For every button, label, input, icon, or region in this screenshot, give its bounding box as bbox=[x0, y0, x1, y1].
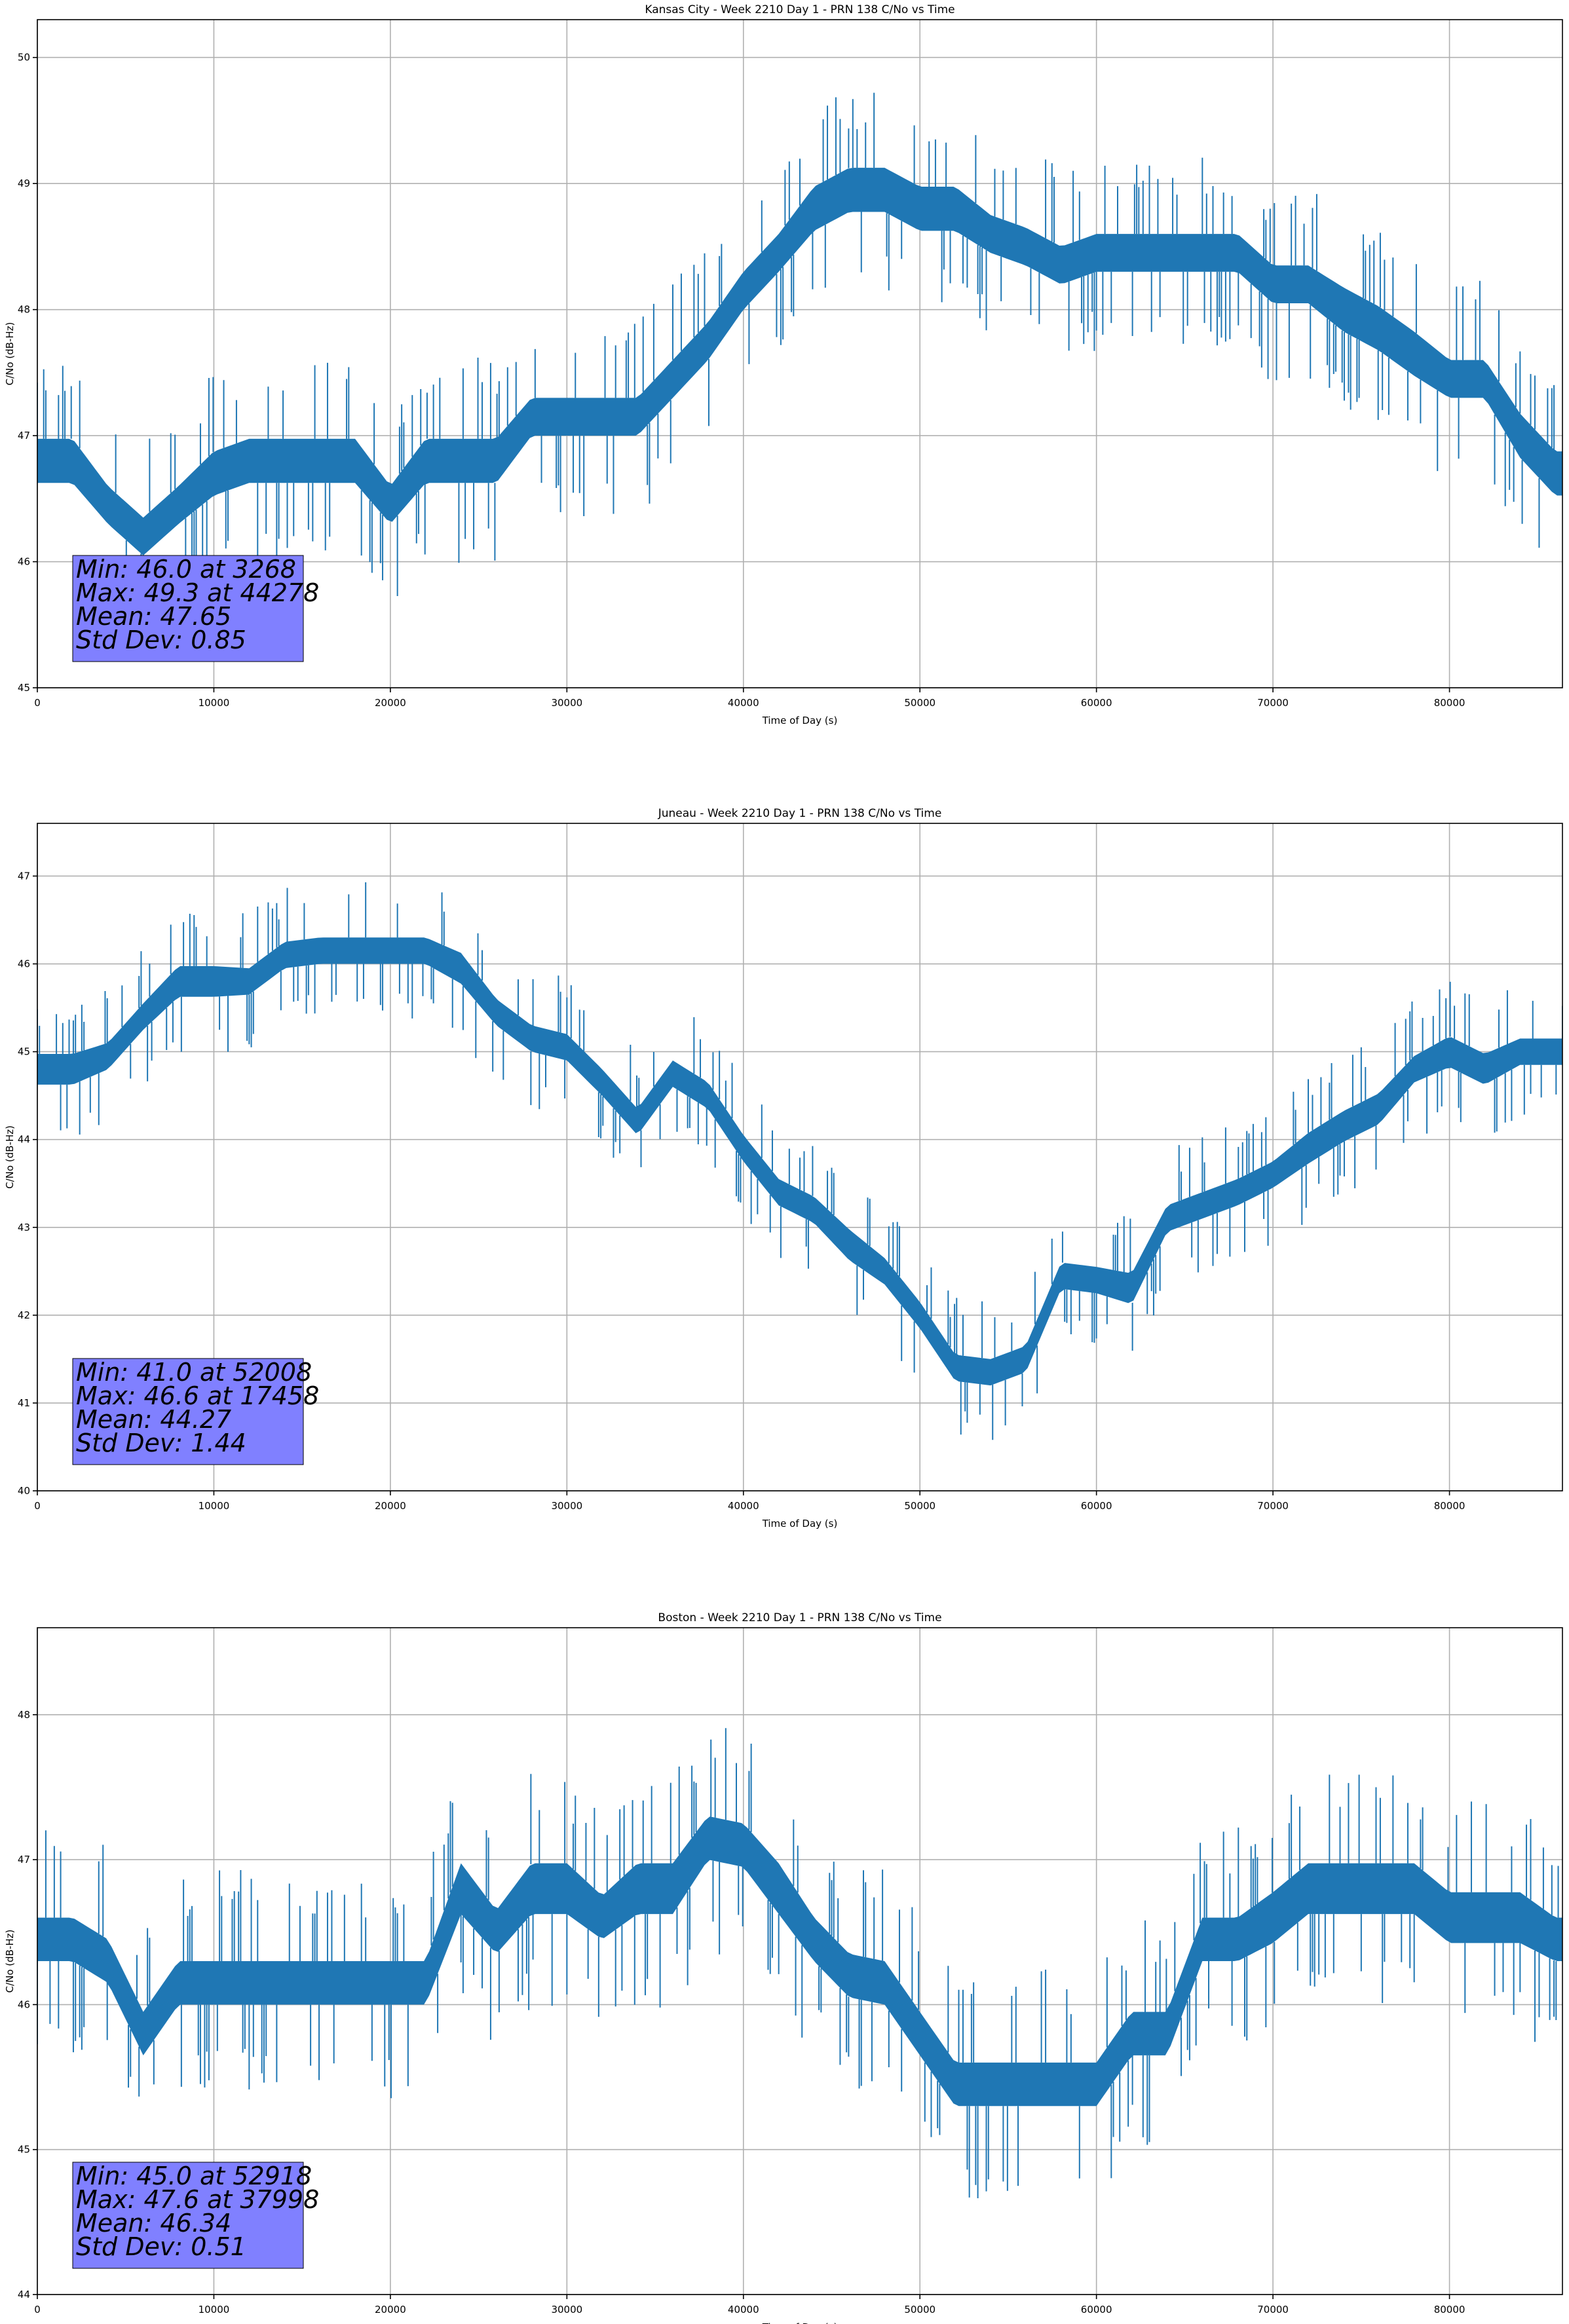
stats-line: Max: 49.3 at 44278 bbox=[76, 578, 319, 607]
x-tick-label: 20000 bbox=[375, 697, 406, 709]
y-tick-label: 45 bbox=[18, 1046, 30, 1058]
x-tick-label: 60000 bbox=[1081, 697, 1112, 709]
chart-title: Boston - Week 2210 Day 1 - PRN 138 C/No … bbox=[658, 1611, 941, 1624]
chart-title: Kansas City - Week 2210 Day 1 - PRN 138 … bbox=[645, 3, 955, 16]
axes-frame bbox=[37, 823, 1563, 1491]
x-tick-label: 70000 bbox=[1257, 2304, 1289, 2315]
y-tick-label: 46 bbox=[18, 958, 30, 970]
stats-line: Std Dev: 0.51 bbox=[76, 2232, 246, 2261]
x-tick-label: 70000 bbox=[1257, 1500, 1289, 1512]
x-tick-label: 0 bbox=[34, 1500, 41, 1512]
chart-panel-0: 0 10000 20000 30000 40000 50000 60000 70000 8000… bbox=[4, 3, 1563, 726]
stats-line: Mean: 46.34 bbox=[76, 2209, 231, 2238]
x-tick-label: 50000 bbox=[904, 697, 936, 709]
stats-line: Mean: 47.65 bbox=[76, 602, 231, 631]
y-axis-label: C/No (dB-Hz) bbox=[4, 1930, 16, 1993]
x-tick-label: 80000 bbox=[1434, 697, 1465, 709]
y-tick-label: 45 bbox=[18, 682, 30, 694]
stats-box bbox=[72, 555, 304, 662]
data-series bbox=[37, 92, 1562, 597]
stats-line: Min: 41.0 at 52008 bbox=[76, 1358, 312, 1387]
y-tick-label: 47 bbox=[18, 870, 30, 882]
y-axis-label: C/No (dB-Hz) bbox=[4, 1125, 16, 1189]
y-tick-label: 48 bbox=[18, 1709, 30, 1721]
stats-line: Min: 46.0 at 3268 bbox=[76, 555, 296, 584]
series-band bbox=[37, 937, 1562, 1386]
chart-panel-1: 0 10000 20000 30000 40000 50000 60000 70000 8000… bbox=[4, 807, 1563, 1529]
x-tick-label: 60000 bbox=[1081, 2304, 1112, 2315]
x-axis-label: Time of Day (s) bbox=[762, 1518, 838, 1529]
y-tick-label: 43 bbox=[18, 1222, 30, 1233]
stats-line: Max: 46.6 at 17458 bbox=[76, 1381, 319, 1410]
data-series bbox=[37, 882, 1562, 1440]
x-tick-label: 50000 bbox=[904, 2304, 936, 2315]
series-band bbox=[37, 1816, 1562, 2107]
x-axis-label: Time of Day (s) bbox=[762, 715, 838, 726]
x-tick-label: 40000 bbox=[728, 1500, 759, 1512]
x-tick-label: 30000 bbox=[551, 697, 582, 709]
x-tick-label: 50000 bbox=[904, 1500, 936, 1512]
y-tick-label: 49 bbox=[18, 178, 30, 189]
stats-line: Mean: 44.27 bbox=[76, 1405, 231, 1434]
y-tick-label: 46 bbox=[18, 1998, 30, 2010]
stats-box bbox=[72, 1358, 304, 1465]
y-tick-label: 42 bbox=[18, 1309, 30, 1321]
y-tick-label: 47 bbox=[18, 1854, 30, 1865]
x-tick-label: 80000 bbox=[1434, 2304, 1465, 2315]
stats-line: Std Dev: 1.44 bbox=[76, 1429, 246, 1457]
x-tick-label: 30000 bbox=[551, 1500, 582, 1512]
series-band bbox=[37, 168, 1562, 555]
axes-frame bbox=[37, 1627, 1563, 2295]
y-tick-label: 48 bbox=[18, 304, 30, 316]
x-tick-label: 0 bbox=[34, 697, 41, 709]
axes-frame bbox=[37, 19, 1563, 688]
data-series bbox=[37, 1728, 1562, 2198]
x-tick-label: 60000 bbox=[1081, 1500, 1112, 1512]
x-tick-label: 30000 bbox=[551, 2304, 582, 2315]
x-tick-label: 10000 bbox=[198, 2304, 230, 2315]
x-tick-label: 20000 bbox=[375, 1500, 406, 1512]
stats-line: Max: 47.6 at 37998 bbox=[76, 2185, 319, 2214]
x-tick-label: 20000 bbox=[375, 2304, 406, 2315]
x-tick-label: 0 bbox=[34, 2304, 41, 2315]
y-tick-label: 41 bbox=[18, 1397, 30, 1409]
x-tick-label: 40000 bbox=[728, 2304, 759, 2315]
y-tick-label: 50 bbox=[18, 52, 30, 64]
x-tick-label: 70000 bbox=[1257, 697, 1289, 709]
y-tick-label: 47 bbox=[18, 430, 30, 441]
stats-line: Min: 45.0 at 52918 bbox=[76, 2162, 312, 2190]
y-tick-label: 44 bbox=[18, 2289, 30, 2300]
stats-line: Std Dev: 0.85 bbox=[76, 626, 246, 654]
y-tick-label: 45 bbox=[18, 2144, 30, 2156]
x-tick-label: 80000 bbox=[1434, 1500, 1465, 1512]
chart-title: Juneau - Week 2210 Day 1 - PRN 138 C/No … bbox=[658, 807, 942, 820]
x-tick-label: 10000 bbox=[198, 697, 230, 709]
x-tick-label: 40000 bbox=[728, 697, 759, 709]
y-tick-label: 44 bbox=[18, 1134, 30, 1146]
y-tick-label: 40 bbox=[18, 1485, 30, 1497]
chart-panel-2: 0 10000 20000 30000 40000 50000 60000 70000 8000… bbox=[4, 1611, 1563, 2324]
stats-box bbox=[72, 2162, 304, 2269]
x-tick-label: 10000 bbox=[198, 1500, 230, 1512]
y-axis-label: C/No (dB-Hz) bbox=[4, 322, 16, 386]
x-axis-label: Time of Day (s) bbox=[762, 2321, 838, 2324]
y-tick-label: 46 bbox=[18, 556, 30, 568]
